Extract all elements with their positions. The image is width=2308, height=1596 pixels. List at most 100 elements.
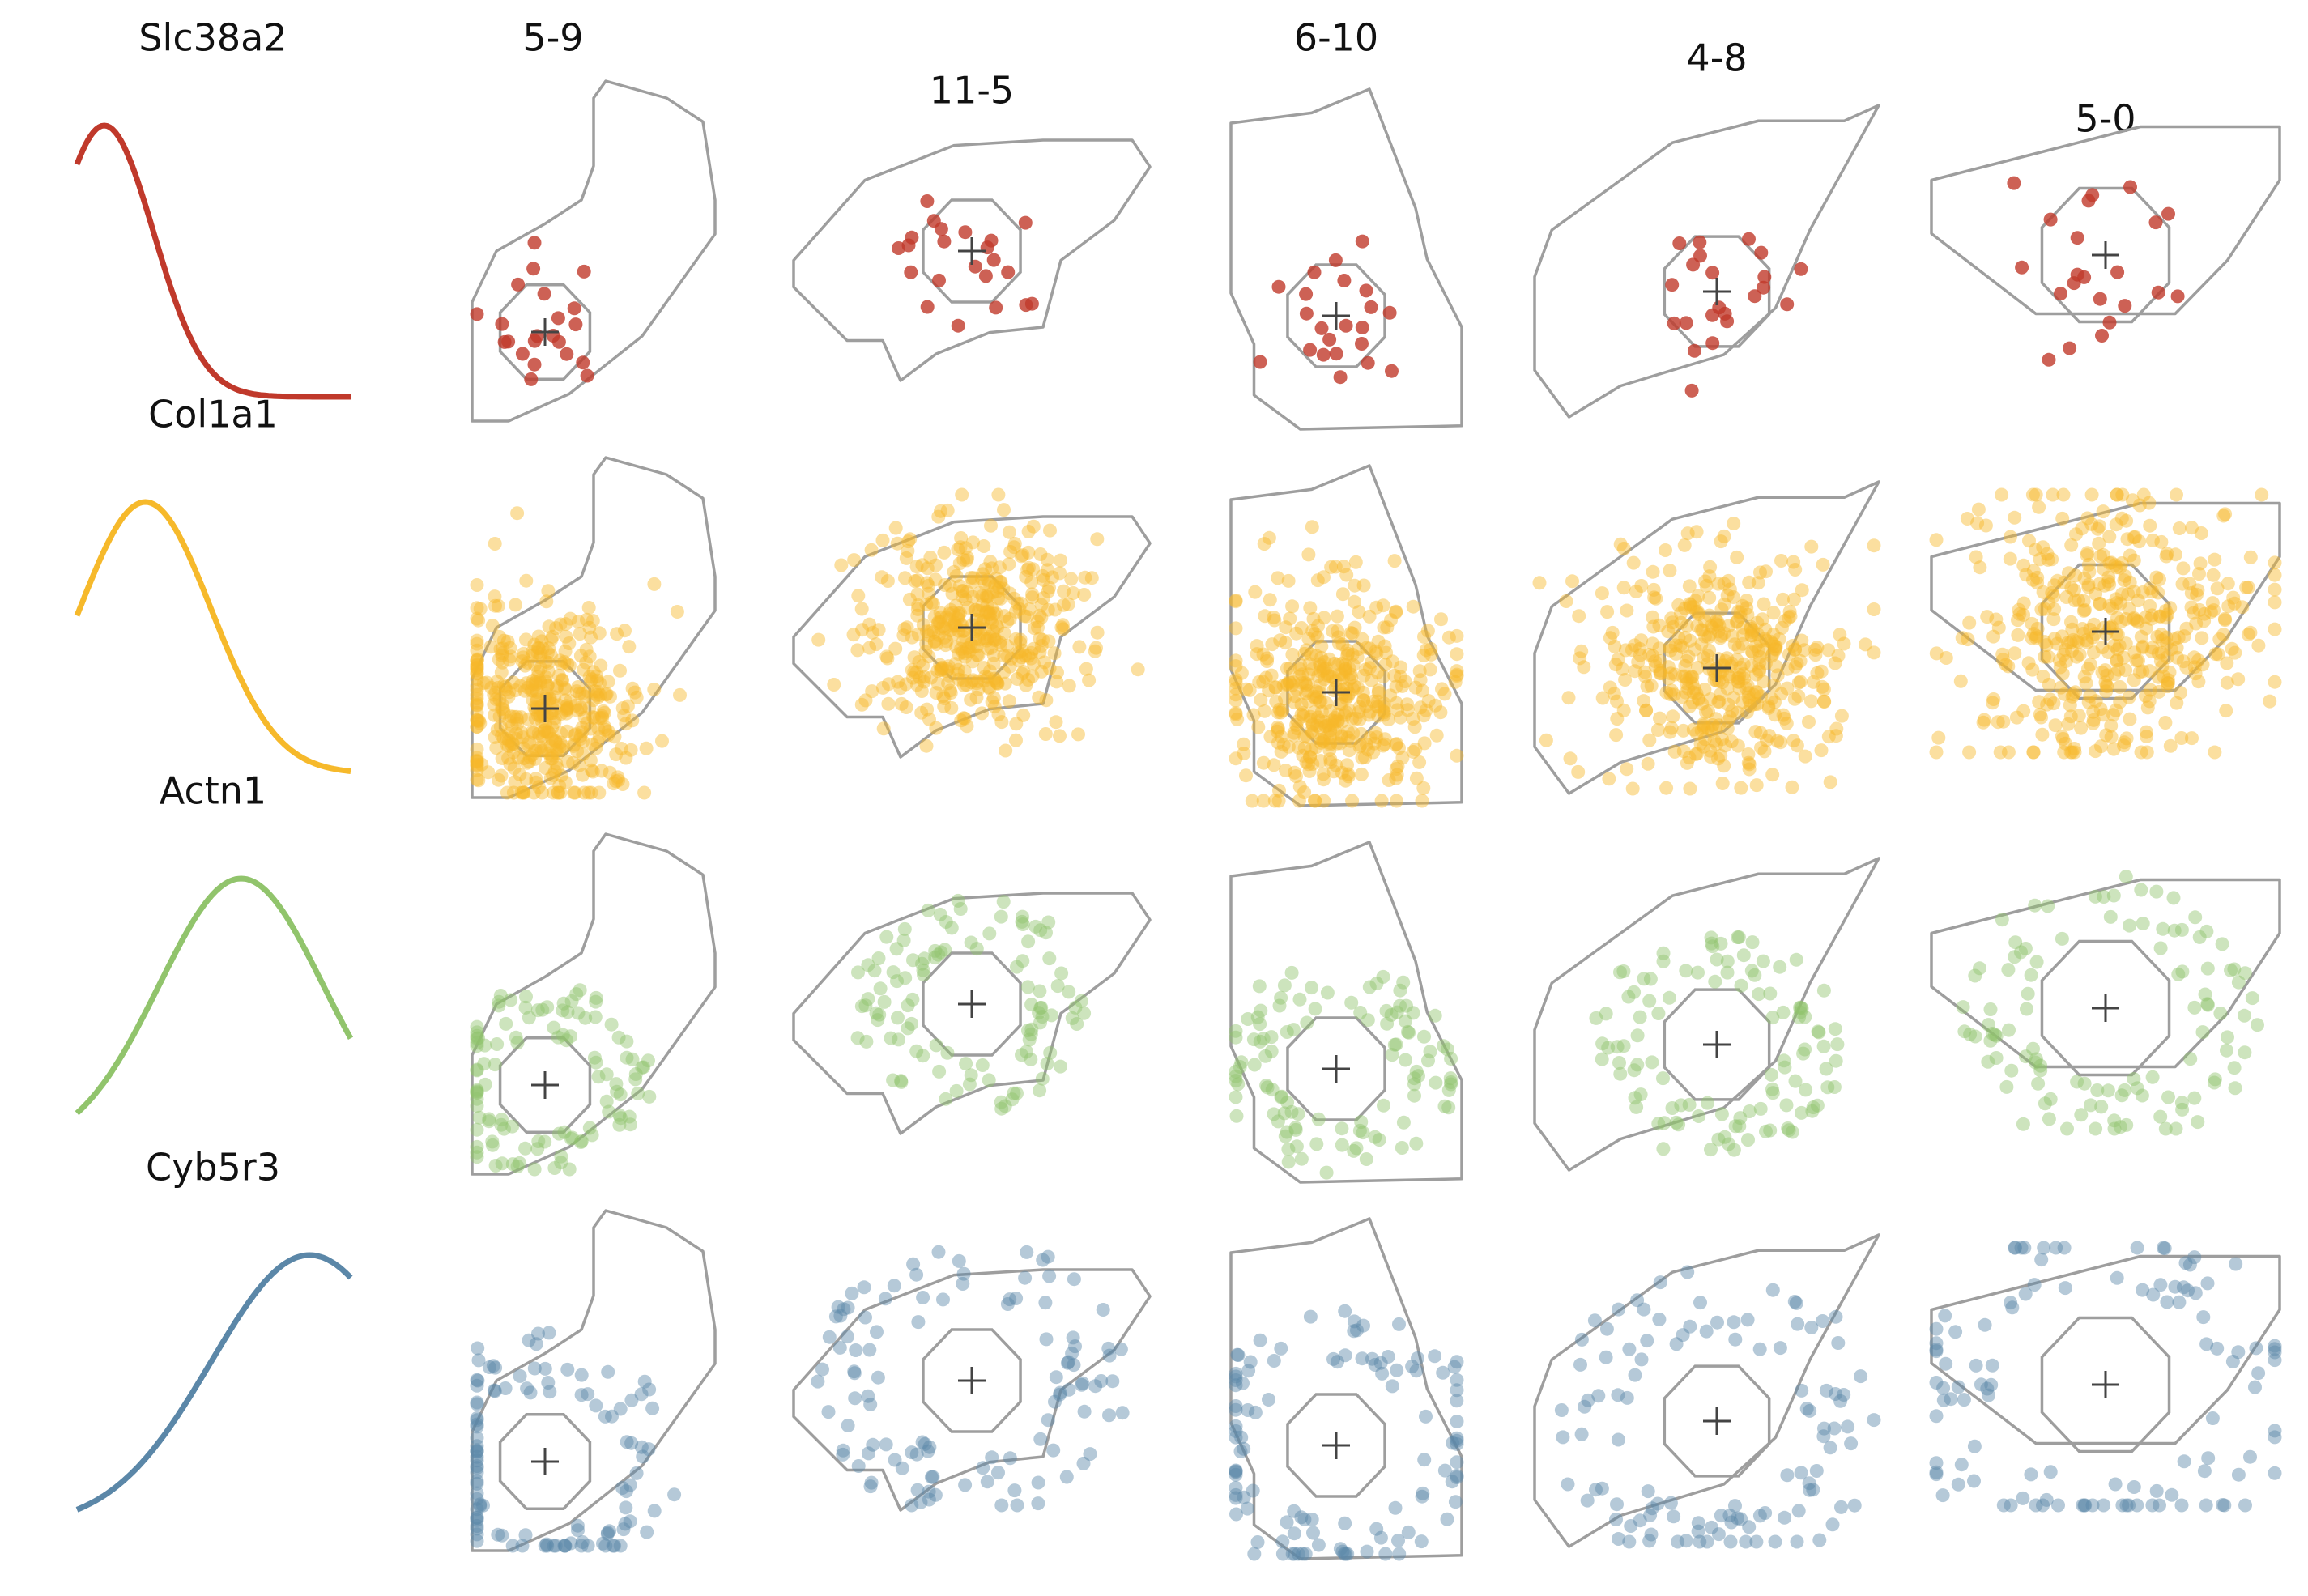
transcript-dot (914, 705, 929, 720)
transcript-dot (2170, 487, 2183, 502)
transcript-dot (2102, 577, 2117, 592)
transcript-dot (535, 1002, 550, 1017)
transcript-dot (1327, 714, 1342, 729)
transcript-dot (1229, 594, 1243, 607)
transcript-dot (1229, 672, 1243, 687)
transcript-dot (655, 734, 669, 748)
transcript-dot (990, 676, 1005, 691)
transcript-dot (962, 644, 977, 658)
transcript-dot (1017, 609, 1032, 624)
transcript-dot (1770, 734, 1785, 748)
transcript-dot (1306, 611, 1321, 626)
transcript-dot (1782, 604, 1797, 619)
transcript-dot (2084, 487, 2099, 502)
transcript-dot (1639, 703, 1654, 717)
transcript-dot (1664, 611, 1679, 626)
transcript-dot (470, 1449, 484, 1464)
transcript-dot (1307, 705, 1322, 719)
transcript-dot (518, 1528, 533, 1543)
transcript-dot (2083, 689, 2097, 704)
transcript-dot (2057, 745, 2072, 760)
transcript-dot (1595, 691, 1610, 705)
transcript-dot (1229, 1487, 1243, 1502)
transcript-dot (1289, 1139, 1304, 1154)
nucleus-outline (1663, 988, 1771, 1101)
transcript-dot (1036, 632, 1050, 647)
transcript-dot (1727, 1315, 1741, 1330)
transcript-dot (600, 1526, 615, 1541)
transcript-dot (1034, 664, 1049, 679)
transcript-dot (2004, 1498, 2018, 1513)
transcript-dot (1693, 1534, 1707, 1549)
transcript-dot (1444, 1077, 1458, 1092)
transcript-dots (1229, 520, 1464, 808)
cell-panel (792, 487, 1152, 759)
transcript-dot (1720, 721, 1735, 736)
transcript-dot (1229, 1467, 1243, 1482)
transcript-dot (1780, 297, 1795, 312)
transcript-dot (1347, 1324, 1361, 1339)
transcript-dot (615, 1481, 630, 1495)
transcript-dot (1447, 1360, 1462, 1374)
transcript-dot (2161, 673, 2175, 687)
transcript-dot (1275, 1547, 1290, 1561)
transcript-dot (2081, 662, 2095, 676)
transcript-dot (1274, 990, 1288, 1005)
transcript-dot (1016, 954, 1030, 968)
transcript-dot (1744, 621, 1758, 636)
transcript-dot (1766, 628, 1781, 641)
transcript-dot (965, 589, 980, 604)
transcript-dot (565, 1130, 580, 1145)
transcript-dot (595, 711, 610, 725)
transcript-dot (1787, 692, 1802, 706)
transcript-dot (470, 653, 484, 668)
transcript-dot (1689, 686, 1704, 700)
transcript-dot (1115, 1406, 1130, 1420)
transcript-dot (525, 748, 539, 763)
cell-outline (1533, 1233, 1880, 1548)
transcript-dot (1644, 1527, 1659, 1542)
transcript-dot (1389, 679, 1403, 694)
transcript-dot (980, 589, 994, 604)
transcript-dot (1661, 624, 1676, 639)
transcript-dot (1311, 1112, 1326, 1126)
transcript-dot (877, 994, 892, 1009)
transcript-dot (1033, 608, 1047, 623)
transcript-dot (1378, 639, 1392, 653)
transcript-dot (1819, 1383, 1833, 1398)
transcript-dot (1320, 668, 1335, 683)
transcript-dot (1742, 232, 1756, 246)
transcript-dot (1337, 708, 1352, 722)
transcript-dot (2070, 231, 2084, 245)
transcript-dot (2174, 922, 2189, 937)
transcript-dot (1364, 300, 1378, 314)
transcript-dot (1996, 1498, 2011, 1513)
transcript-dot (2043, 212, 2058, 227)
transcript-dot (1758, 622, 1773, 636)
transcript-dot (2268, 1342, 2282, 1356)
transcript-dot (629, 1466, 644, 1480)
transcript-dot (538, 722, 552, 737)
transcript-dot (647, 1504, 662, 1518)
transcript-dot (926, 1470, 940, 1484)
transcript-dot (887, 1279, 901, 1293)
transcript-dot (1239, 768, 1253, 783)
transcript-dot (1714, 602, 1729, 617)
transcript-dot (934, 945, 948, 960)
transcript-dot (1823, 775, 1837, 789)
transcript-dot (1789, 1296, 1803, 1310)
transcript-dot (2057, 687, 2072, 701)
transcript-dot (1096, 1303, 1110, 1317)
transcript-dot (1765, 692, 1779, 706)
transcript-dot (470, 1085, 484, 1100)
transcript-dot (1652, 1313, 1667, 1326)
transcript-dot (1613, 1066, 1628, 1081)
transcript-dot (1663, 1496, 1678, 1510)
transcript-dot (1408, 680, 1423, 695)
transcript-dot (495, 1528, 509, 1543)
transcript-dot (1297, 709, 1311, 723)
transcript-dot (909, 560, 924, 574)
transcript-dot (1620, 1390, 1634, 1405)
transcript-dot (957, 646, 972, 661)
transcript-dot (1729, 615, 1744, 629)
